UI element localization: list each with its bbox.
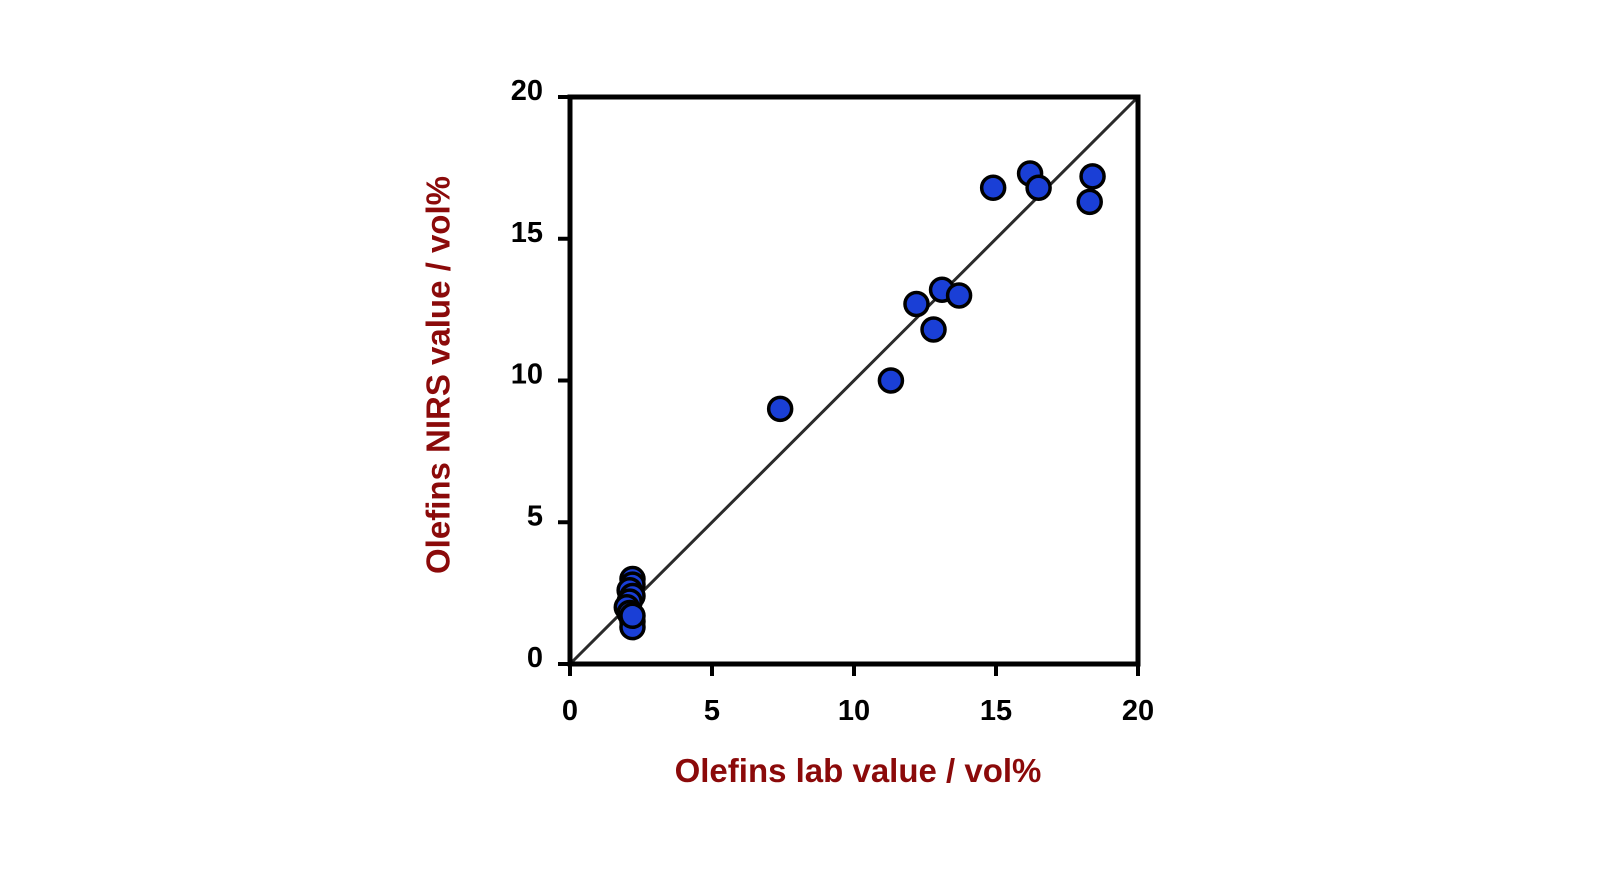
x-tick-label: 20	[1122, 695, 1154, 727]
data-point	[979, 174, 1007, 201]
y-tick-label: 5	[527, 500, 543, 532]
x-tick-label: 5	[704, 695, 720, 727]
y-axis-label: Olefins NIRS value / vol%	[420, 176, 457, 574]
x-tick-label: 0	[562, 695, 578, 727]
data-point	[1079, 163, 1106, 190]
data-point	[903, 290, 930, 318]
y-tick-label: 10	[511, 359, 543, 391]
data-point	[877, 367, 905, 394]
y-tick-label: 20	[511, 75, 543, 107]
data-point	[920, 316, 947, 343]
data-point	[1025, 174, 1052, 201]
x-tick-label: 15	[980, 695, 1012, 727]
data-point	[619, 602, 646, 630]
data-point	[1076, 188, 1103, 216]
data-point	[766, 395, 794, 423]
x-tick-label: 10	[838, 695, 870, 727]
y-tick-label: 0	[527, 642, 543, 674]
x-axis-label: Olefins lab value / vol%	[675, 752, 1042, 789]
y-tick-label: 15	[511, 217, 543, 249]
identity-line	[568, 95, 1140, 666]
data-point	[945, 282, 973, 309]
